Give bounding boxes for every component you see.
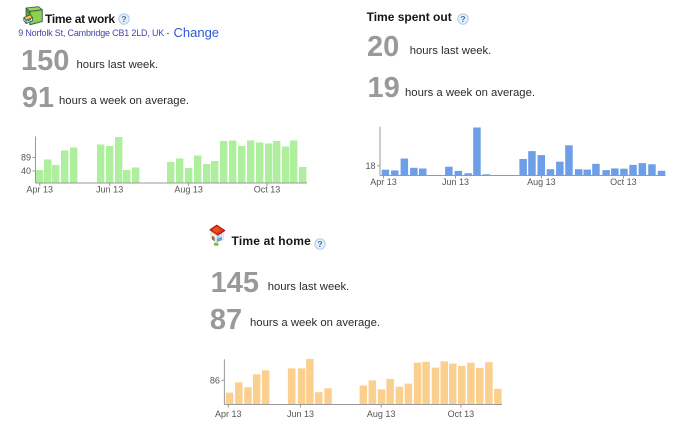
svg-text:40: 40: [21, 166, 31, 176]
svg-text:Apr 13: Apr 13: [27, 185, 54, 195]
svg-text:Jun 13: Jun 13: [96, 185, 123, 195]
svg-text:Aug 13: Aug 13: [367, 409, 396, 419]
svg-text:Oct 13: Oct 13: [448, 409, 475, 419]
svg-text:Jun 13: Jun 13: [442, 177, 469, 187]
svg-text:18: 18: [365, 161, 375, 171]
svg-text:Jun 13: Jun 13: [287, 409, 314, 419]
svg-text:Oct 13: Oct 13: [610, 177, 637, 187]
svg-text:Aug 13: Aug 13: [527, 177, 556, 187]
svg-text:Apr 13: Apr 13: [370, 177, 397, 187]
svg-text:Apr 13: Apr 13: [215, 409, 242, 419]
svg-text:Aug 13: Aug 13: [174, 185, 203, 195]
svg-text:86: 86: [210, 375, 220, 385]
svg-text:?: ?: [121, 14, 126, 24]
svg-text:Oct 13: Oct 13: [254, 185, 281, 195]
svg-text:89: 89: [21, 153, 31, 163]
svg-text:?: ?: [460, 14, 465, 24]
svg-text:?: ?: [317, 239, 322, 249]
